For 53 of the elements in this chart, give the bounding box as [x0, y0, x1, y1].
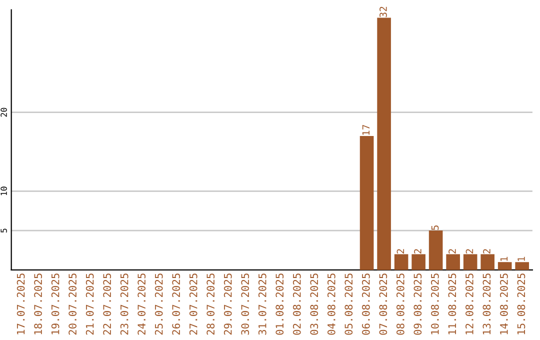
bar [498, 262, 512, 270]
data-label: 5 [431, 225, 439, 230]
x-tick-label: 18.07.2025 [34, 274, 42, 334]
data-label: 2 [448, 249, 456, 254]
x-tick-label: 14.08.2025 [500, 274, 508, 334]
x-tick-label: 08.08.2025 [396, 274, 404, 335]
x-tick-label: 13.08.2025 [482, 274, 491, 334]
bar [463, 254, 478, 270]
x-tick-label: 07.08.2025 [379, 274, 388, 335]
data-label: 17 [362, 124, 370, 135]
x-tick-label: 06.08.2025 [362, 274, 370, 335]
x-tick-label: 12.08.2025 [465, 274, 474, 334]
x-tick-label: 24.07.2025 [138, 274, 146, 335]
bar [515, 262, 529, 270]
data-label: 1 [500, 256, 508, 261]
data-label: 2 [466, 249, 474, 254]
x-tick-label: 30.07.2025 [241, 274, 250, 335]
data-label: 2 [414, 249, 422, 254]
x-tick-label: 03.08.2025 [310, 274, 318, 335]
x-tick-label: 05.08.2025 [344, 274, 353, 335]
y-tick-label: 5 [0, 228, 7, 232]
x-tick-label: 28.07.2025 [206, 274, 215, 335]
y-tick-label: 10 [0, 186, 7, 196]
y-tick-label: 20 [0, 108, 7, 117]
bar [446, 254, 460, 270]
x-tick-label: 29.07.2025 [224, 274, 232, 335]
x-tick-label: 21.07.2025 [86, 274, 94, 335]
x-tick-label: 09.08.2025 [414, 274, 422, 335]
bar [377, 18, 391, 270]
x-tick-label: 15.08.2025 [517, 274, 526, 334]
x-tick-label: 25.07.2025 [154, 274, 163, 335]
x-tick-label: 17.07.2025 [16, 274, 25, 334]
x-tick-label: 23.07.2025 [120, 274, 128, 335]
x-tick-label: 19.07.2025 [51, 274, 60, 334]
x-tick-label: 04.08.2025 [327, 274, 336, 335]
data-label: 1 [518, 256, 525, 261]
x-tick-label: 27.07.2025 [189, 274, 198, 335]
data-label: 32 [380, 6, 387, 18]
bar [360, 136, 374, 270]
x-tick-label: 22.07.2025 [103, 274, 112, 335]
bar [480, 254, 494, 270]
data-label: 2 [483, 249, 490, 254]
x-tick-label: 31.07.2025 [258, 274, 266, 335]
x-tick-label: 20.07.2025 [68, 274, 77, 335]
bar [412, 254, 426, 270]
x-tick-label: 02.08.2025 [292, 274, 301, 335]
x-tick-label: 10.08.2025 [430, 274, 439, 334]
x-tick-label: 11.08.2025 [448, 274, 456, 334]
data-label: 2 [396, 249, 404, 254]
x-tick-label: 01.08.2025 [276, 274, 284, 335]
x-tick-label: 26.07.2025 [172, 274, 180, 335]
bar [428, 230, 443, 270]
bar [394, 254, 408, 270]
